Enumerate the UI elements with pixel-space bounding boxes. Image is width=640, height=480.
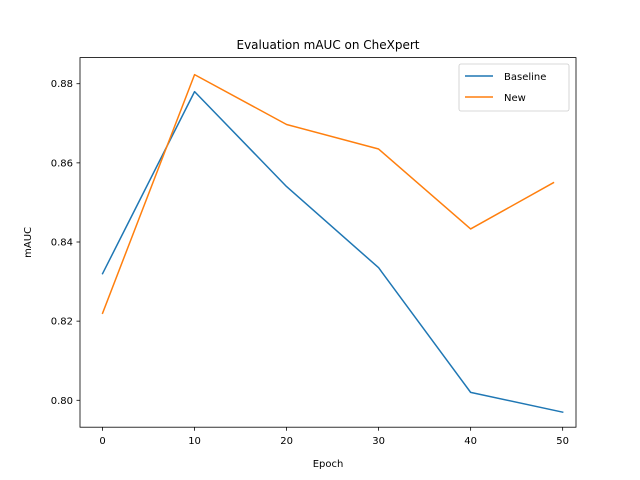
x-tick-label: 10	[188, 436, 201, 447]
y-tick-label: 0.82	[51, 317, 73, 328]
legend-label-baseline: Baseline	[504, 72, 546, 83]
y-tick-label: 0.84	[51, 238, 73, 249]
x-axis-ticks: 0 10 20 30 40 50	[99, 427, 569, 447]
y-tick-label: 0.86	[51, 158, 73, 169]
legend-label-new: New	[504, 93, 526, 104]
series-line-new	[101, 73, 555, 315]
y-axis-label: mAUC	[23, 227, 34, 258]
series-layer	[101, 73, 564, 414]
series-line-baseline	[101, 90, 564, 414]
y-axis-ticks: 0.80 0.82 0.84 0.86 0.88	[51, 79, 80, 407]
x-axis-label: Epoch	[313, 459, 344, 470]
x-tick-label: 20	[280, 436, 293, 447]
y-tick-label: 0.88	[51, 79, 73, 90]
legend: Baseline New	[458, 63, 570, 112]
plot-area	[80, 57, 576, 428]
chart-title: Evaluation mAUC on CheXpert	[237, 38, 420, 52]
x-tick-label: 50	[556, 436, 569, 447]
y-tick-label: 0.80	[51, 396, 73, 407]
x-tick-label: 0	[99, 436, 105, 447]
x-tick-label: 30	[372, 436, 385, 447]
x-tick-label: 40	[464, 436, 477, 447]
